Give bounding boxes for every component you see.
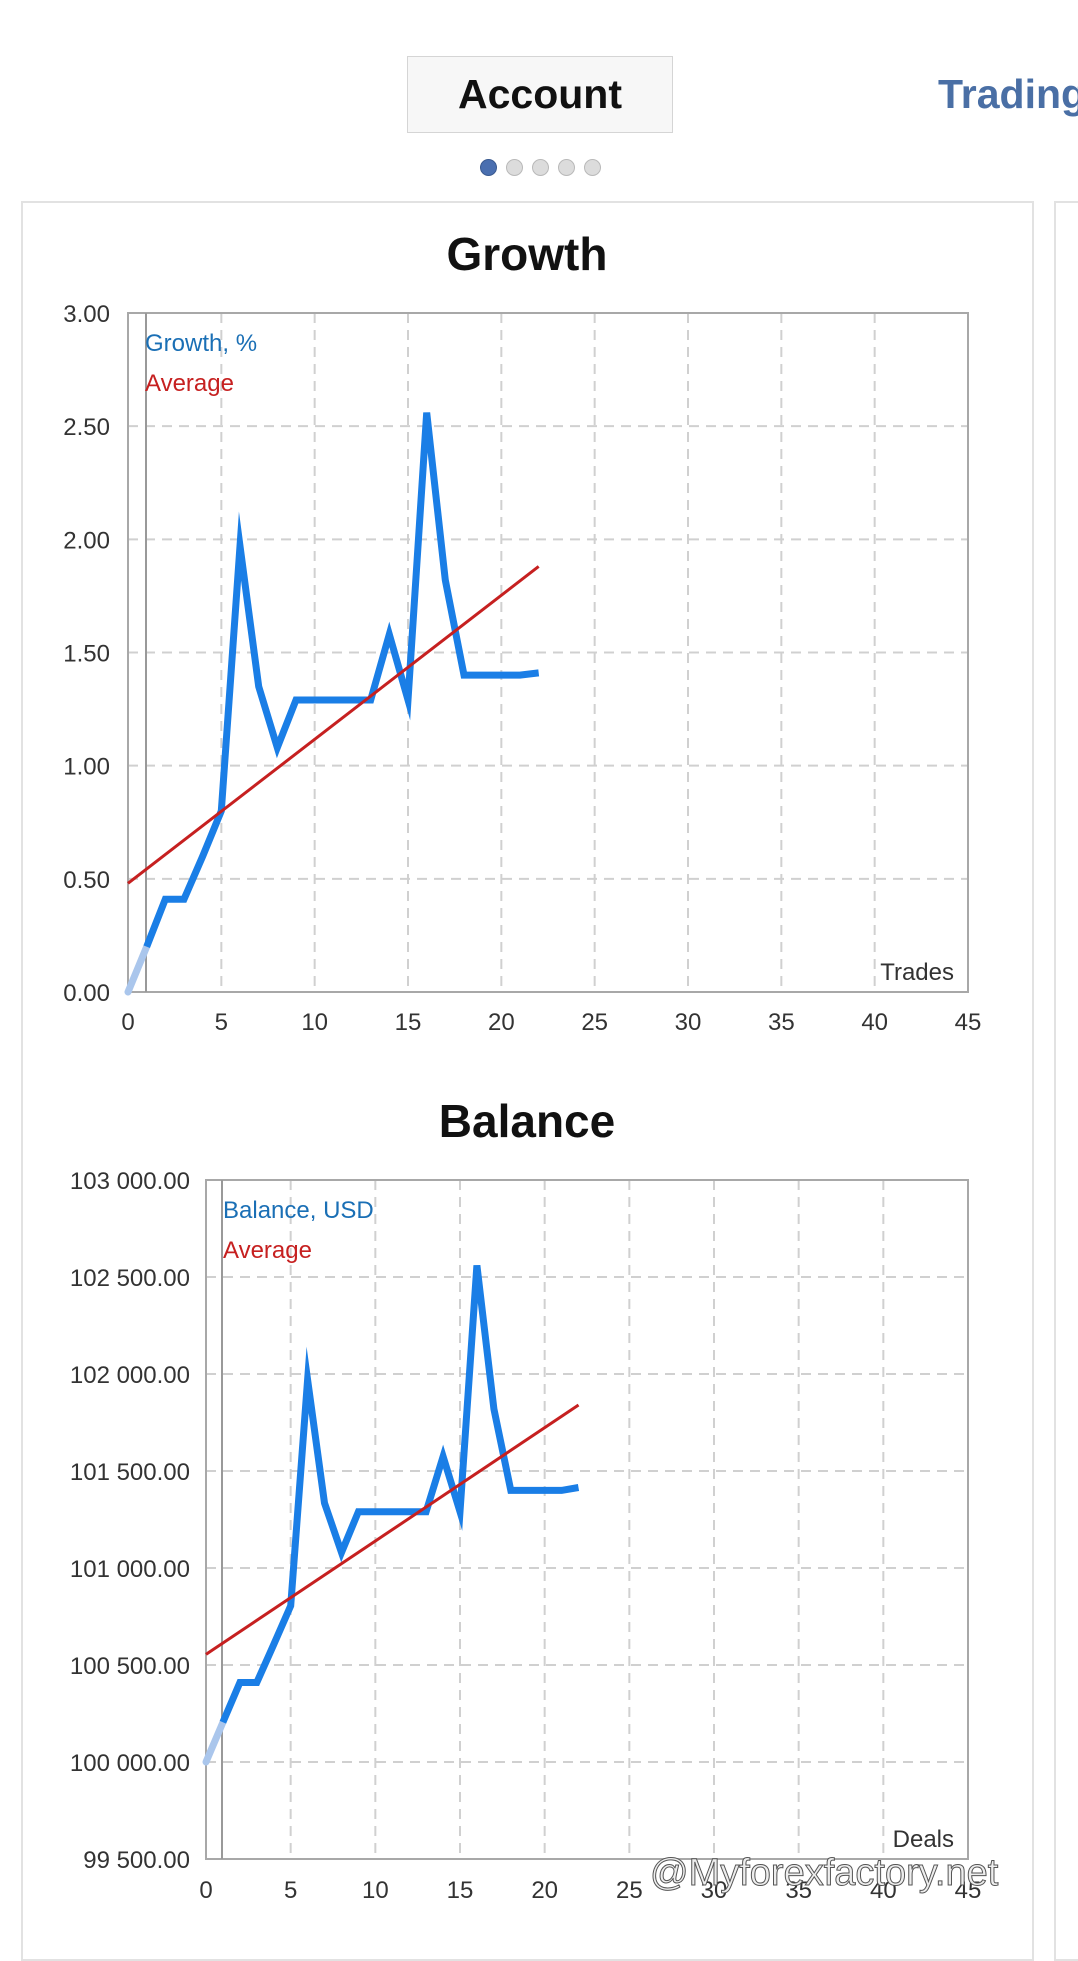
x-tick-label: 45 [955, 1009, 982, 1036]
y-tick-label: 2.50 [63, 414, 110, 441]
y-tick-label: 101 500.00 [70, 1459, 190, 1486]
x-tick-label: 5 [284, 1877, 297, 1904]
series-line-average [205, 1403, 580, 1656]
chart-title: Growth [447, 228, 608, 280]
x-tick-label: 40 [861, 1009, 888, 1036]
y-tick-label: 0.50 [63, 867, 110, 894]
legend-entry: Growth, % [145, 330, 257, 357]
y-tick-label: 100 000.00 [70, 1750, 190, 1777]
pager-dot[interactable] [532, 159, 549, 176]
x-tick-label: 25 [581, 1009, 608, 1036]
y-tick-label: 1.50 [63, 641, 110, 668]
y-tick-label: 100 500.00 [70, 1653, 190, 1680]
series-line-start-segment [124, 943, 151, 996]
x-tick-label: 35 [785, 1877, 812, 1904]
x-tick-label: 0 [199, 1877, 212, 1904]
series-line-main [219, 1264, 580, 1724]
y-tick-label: 1.00 [63, 754, 110, 781]
x-tick-label: 5 [215, 1009, 228, 1036]
series-line-average [127, 565, 540, 885]
account-card [21, 201, 1034, 1961]
x-tick-label: 25 [616, 1877, 643, 1904]
watermark: @Myforexfactory.net [649, 1852, 999, 1895]
y-tick-label: 3.00 [63, 301, 110, 328]
y-tick-label: 102 500.00 [70, 1265, 190, 1292]
y-tick-label: 2.00 [63, 527, 110, 554]
y-tick-label: 102 000.00 [70, 1362, 190, 1389]
pager-dot[interactable] [558, 159, 575, 176]
x-tick-label: 30 [701, 1877, 728, 1904]
pager-dot[interactable] [584, 159, 601, 176]
y-tick-label: 0.00 [63, 980, 110, 1007]
chart-growth: Growth 0 5 10 15 20 25 30 35 40 45 0.00 0.50 1.00 1.50… [63, 228, 981, 1036]
tab-account[interactable]: Account [407, 56, 673, 133]
x-tick-label: 20 [531, 1877, 558, 1904]
tab-trading-label: Trading [938, 71, 1078, 117]
x-tick-label: 10 [301, 1009, 328, 1036]
legend-entry: Balance, USD [223, 1197, 374, 1224]
x-tick-label: 20 [488, 1009, 515, 1036]
x-tick-label: 40 [870, 1877, 897, 1904]
x-tick-label: 15 [447, 1877, 474, 1904]
x-axis-label: Trades [880, 959, 954, 986]
x-tick-label: 45 [955, 1877, 982, 1904]
x-tick-label: 0 [121, 1009, 134, 1036]
tab-account-label: Account [458, 71, 622, 117]
y-tick-label: 99 500.00 [83, 1847, 190, 1874]
y-tick-label: 103 000.00 [70, 1168, 190, 1195]
pager-dot[interactable] [480, 159, 497, 176]
pager-dot[interactable] [506, 159, 523, 176]
legend-entry: Average [223, 1237, 312, 1264]
x-tick-label: 35 [768, 1009, 795, 1036]
legend-entry: Average [145, 370, 234, 397]
plot-frame [205, 1179, 969, 1860]
x-tick-label: 15 [395, 1009, 422, 1036]
pager-dots [480, 159, 601, 177]
x-tick-label: 10 [362, 1877, 389, 1904]
series-line-start-segment [202, 1718, 227, 1766]
y-tick-label: 101 000.00 [70, 1556, 190, 1583]
chart-title: Balance [439, 1095, 615, 1147]
x-tick-label: 30 [675, 1009, 702, 1036]
series-line-main [143, 412, 540, 948]
plot-frame [127, 312, 969, 993]
chart-balance: Balance 0 5 10 15 20 25 30 35 40 45 99 500.00 100 00… [70, 1095, 981, 1904]
tab-trading[interactable]: Trading [938, 56, 1078, 133]
x-axis-label: Deals [893, 1826, 954, 1853]
